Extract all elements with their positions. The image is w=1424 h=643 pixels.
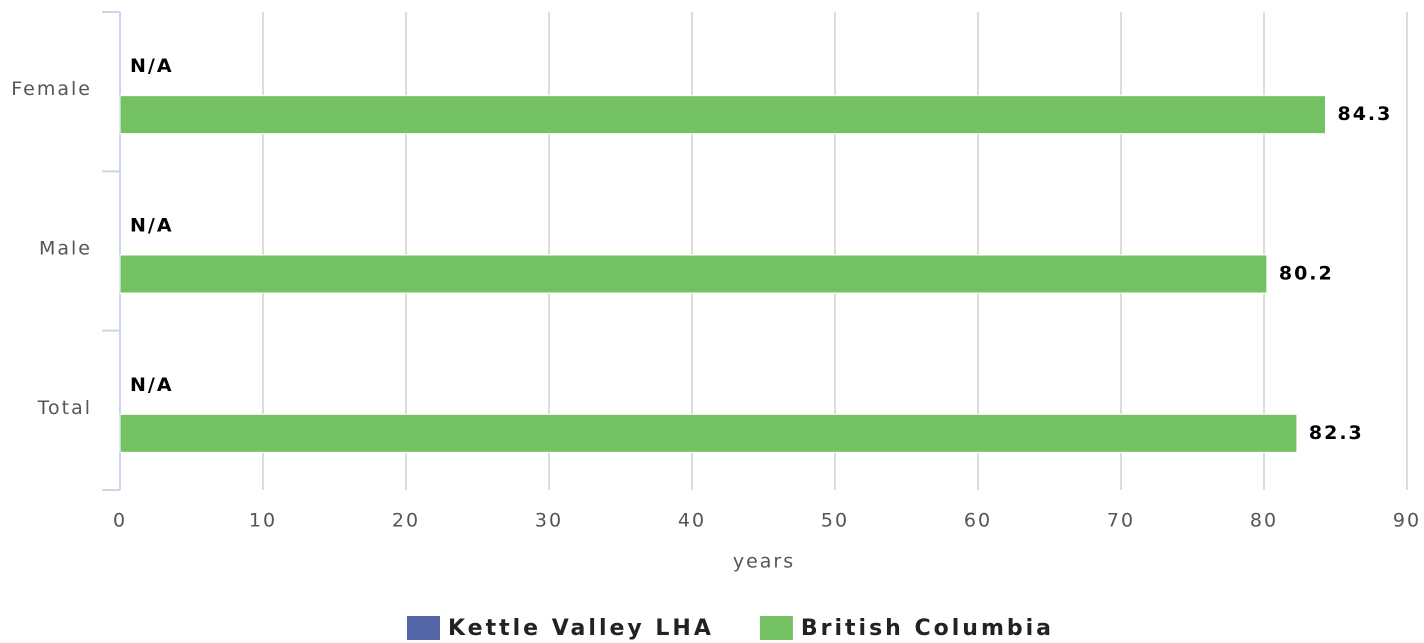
x-tick-label: 70 <box>1107 510 1135 532</box>
y-tick-label: Male <box>39 238 92 260</box>
value-label: N/A <box>130 215 174 237</box>
value-label: N/A <box>130 55 174 77</box>
x-tick-label: 80 <box>1250 510 1278 532</box>
x-tick-label: 20 <box>392 510 420 532</box>
value-label: 84.3 <box>1337 103 1392 125</box>
x-tick-label: 30 <box>535 510 563 532</box>
x-axis-label: years <box>733 551 795 573</box>
legend-label: Kettle Valley LHA <box>448 616 714 641</box>
value-label: 80.2 <box>1279 263 1334 285</box>
legend-label: British Columbia <box>801 616 1054 641</box>
y-tick-label: Female <box>11 78 92 100</box>
legend-swatch <box>759 616 793 640</box>
x-tick-label: 90 <box>1393 510 1421 532</box>
x-tick-label: 0 <box>113 510 127 532</box>
x-tick-label: 50 <box>821 510 849 532</box>
x-tick-label: 60 <box>964 510 992 532</box>
y-tick-label: Total <box>37 397 92 419</box>
bar <box>119 254 1268 294</box>
bar <box>119 413 1298 453</box>
value-label: 82.3 <box>1309 422 1364 444</box>
value-label: N/A <box>130 374 174 396</box>
legend-swatch <box>407 616 440 640</box>
bar <box>119 95 1326 135</box>
x-tick-label: 10 <box>249 510 277 532</box>
x-tick-label: 40 <box>678 510 706 532</box>
